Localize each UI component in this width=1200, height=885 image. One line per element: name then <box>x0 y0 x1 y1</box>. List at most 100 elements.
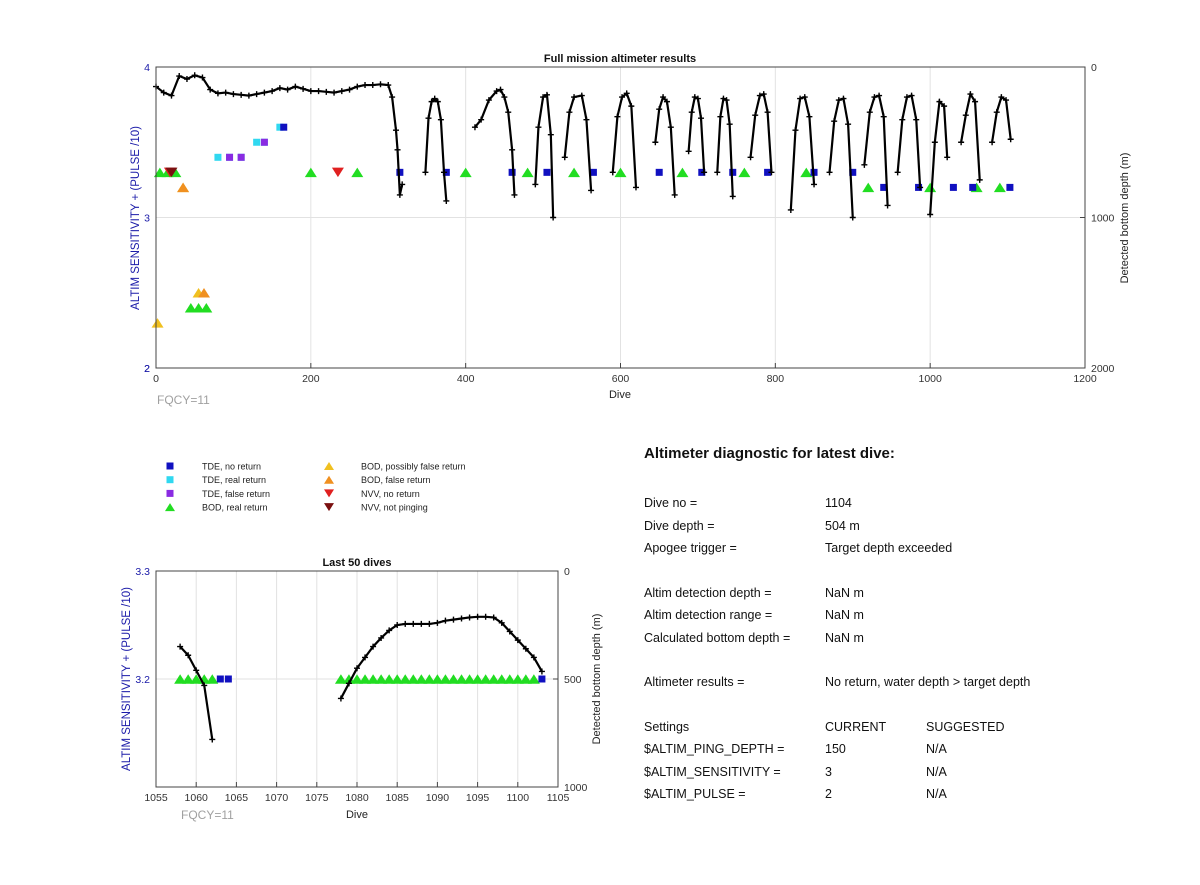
main-bottom-depth-line <box>828 97 854 218</box>
main-bottom-depth-point <box>797 95 804 102</box>
detection-depth-row: Altim detection depth = NaN m <box>644 582 1164 605</box>
small-bod-real-return-marker <box>503 674 516 684</box>
small-bottom-depth-point <box>185 652 192 659</box>
main-bottom-depth-point <box>230 91 237 98</box>
main-bottom-depth-point <box>323 88 330 95</box>
main-bottom-depth-point <box>628 103 635 110</box>
small-bottom-depth-point <box>394 622 401 628</box>
main-xtick-label: 1200 <box>1073 373 1097 385</box>
legend-label: NVV, no return <box>361 489 420 499</box>
small-xtick-label: 1055 <box>144 792 168 804</box>
main-tde-no-return-marker <box>655 168 663 176</box>
small-bottom-depth-point <box>378 634 385 641</box>
small-bod-real-return-marker <box>206 674 219 684</box>
small-xtick-label: 1065 <box>225 792 249 804</box>
small-bod-real-return-marker <box>479 674 492 684</box>
main-bottom-depth-point <box>199 74 206 81</box>
main-bottom-depth-point <box>752 112 759 119</box>
main-bottom-depth-point <box>747 154 754 161</box>
pulse-row: $ALTIM_PULSE = 2 N/A <box>644 783 1164 806</box>
main-bottom-depth-point <box>578 92 585 99</box>
main-bottom-depth-point <box>434 98 441 105</box>
main-bottom-depth-point <box>183 76 190 83</box>
main-xtick-label: 1000 <box>918 373 942 385</box>
current-header: CURRENT <box>825 719 887 734</box>
main-bottom-depth-point <box>826 169 833 176</box>
main-tde-no-return-marker <box>1006 183 1014 191</box>
detection-range-value: NaN m <box>825 608 864 622</box>
small-bod-real-return-marker <box>455 674 468 684</box>
small-bottom-depth-point <box>482 613 489 620</box>
small-bottom-depth-point <box>201 682 208 689</box>
main-bottom-depth-point <box>509 146 516 153</box>
main-chart-title: Full mission altimeter results <box>544 53 696 65</box>
small-bottom-depth-point <box>410 620 417 627</box>
small-xtick-label: 1105 <box>547 792 570 804</box>
small-bottom-depth-point <box>442 617 449 624</box>
main-bottom-depth-point <box>276 85 283 92</box>
small-fqcy-annotation: FQCY=11 <box>181 808 234 822</box>
main-tde-false-return-marker <box>237 153 245 161</box>
legend-label: BOD, possibly false return <box>361 462 466 472</box>
main-bottom-depth-point <box>871 94 878 101</box>
main-bottom-depth-point <box>497 86 504 93</box>
main-bottom-depth-point <box>671 191 678 198</box>
small-bottom-depth-point <box>177 643 184 650</box>
main-bottom-depth-line <box>863 94 889 206</box>
ping-depth-suggested: N/A <box>926 742 947 756</box>
main-bod-real-return-marker <box>521 167 534 178</box>
small-y2tick-label: 0 <box>564 566 570 578</box>
main-bottom-depth-point <box>168 92 175 99</box>
main-bod-real-return-marker <box>192 303 205 313</box>
dive-depth-row: Dive depth = 504 m <box>644 515 1164 538</box>
main-bottom-depth-point <box>191 72 198 79</box>
main-bottom-depth-point <box>369 82 376 89</box>
small-bod-real-return-marker <box>415 674 428 684</box>
main-bottom-depth-point <box>760 91 767 98</box>
main-bottom-depth-point <box>845 121 852 128</box>
small-bottom-depth-point <box>426 620 433 627</box>
main-bod-real-return-marker <box>924 182 937 193</box>
main-ytick-label: 3 <box>144 213 150 225</box>
sensitivity-row: $ALTIM_SENSITIVITY = 3 N/A <box>644 761 1164 784</box>
small-bottom-depth-point <box>522 645 529 652</box>
main-bottom-depth-point <box>609 169 616 176</box>
main-bottom-depth-point <box>866 109 873 116</box>
main-bottom-depth-point <box>840 95 847 102</box>
small-y2tick-label: 1000 <box>564 782 588 794</box>
small-bod-real-return-marker <box>431 674 444 684</box>
small-bottom-depth-point <box>506 628 513 635</box>
main-tde-no-return-marker <box>949 183 957 191</box>
small-bod-real-return-marker <box>519 674 532 684</box>
main-bottom-depth-point <box>619 94 626 101</box>
sensitivity-current: 3 <box>825 764 832 779</box>
pulse-label: $ALTIM_PULSE = <box>644 787 746 801</box>
main-tde-no-return-marker <box>764 168 772 176</box>
main-tde-no-return-marker <box>280 123 288 131</box>
main-bottom-depth-point <box>913 116 920 123</box>
small-bottom-depth-point <box>193 667 200 674</box>
main-bottom-depth-point <box>927 211 934 218</box>
main-bottom-depth-point <box>431 95 438 102</box>
small-plot-data <box>174 613 546 743</box>
main-y2tick-label: 2000 <box>1091 363 1115 375</box>
main-bottom-depth-point <box>331 89 338 96</box>
legend-label: TDE, no return <box>202 462 261 472</box>
detection-range-row: Altim detection range = NaN m <box>644 604 1164 627</box>
small-bod-real-return-marker <box>447 674 460 684</box>
main-bottom-depth-line <box>474 88 516 195</box>
calculated-depth-label: Calculated bottom depth = <box>644 630 791 645</box>
main-bottom-depth-line <box>654 94 676 195</box>
small-bottom-depth-line <box>339 615 543 699</box>
small-bod-real-return-marker <box>463 674 476 684</box>
small-bod-real-return-marker <box>511 674 524 684</box>
main-bottom-depth-line <box>611 91 638 188</box>
settings-label: Settings <box>644 719 690 734</box>
main-bottom-depth-point <box>941 103 948 110</box>
small-bottom-depth-point <box>466 614 473 621</box>
small-xtick-label: 1085 <box>386 792 410 804</box>
main-tde-real-return-marker <box>214 153 222 161</box>
main-bottom-depth-line <box>687 95 706 173</box>
main-bottom-depth-point <box>701 169 708 176</box>
main-bottom-depth-point <box>632 184 639 191</box>
